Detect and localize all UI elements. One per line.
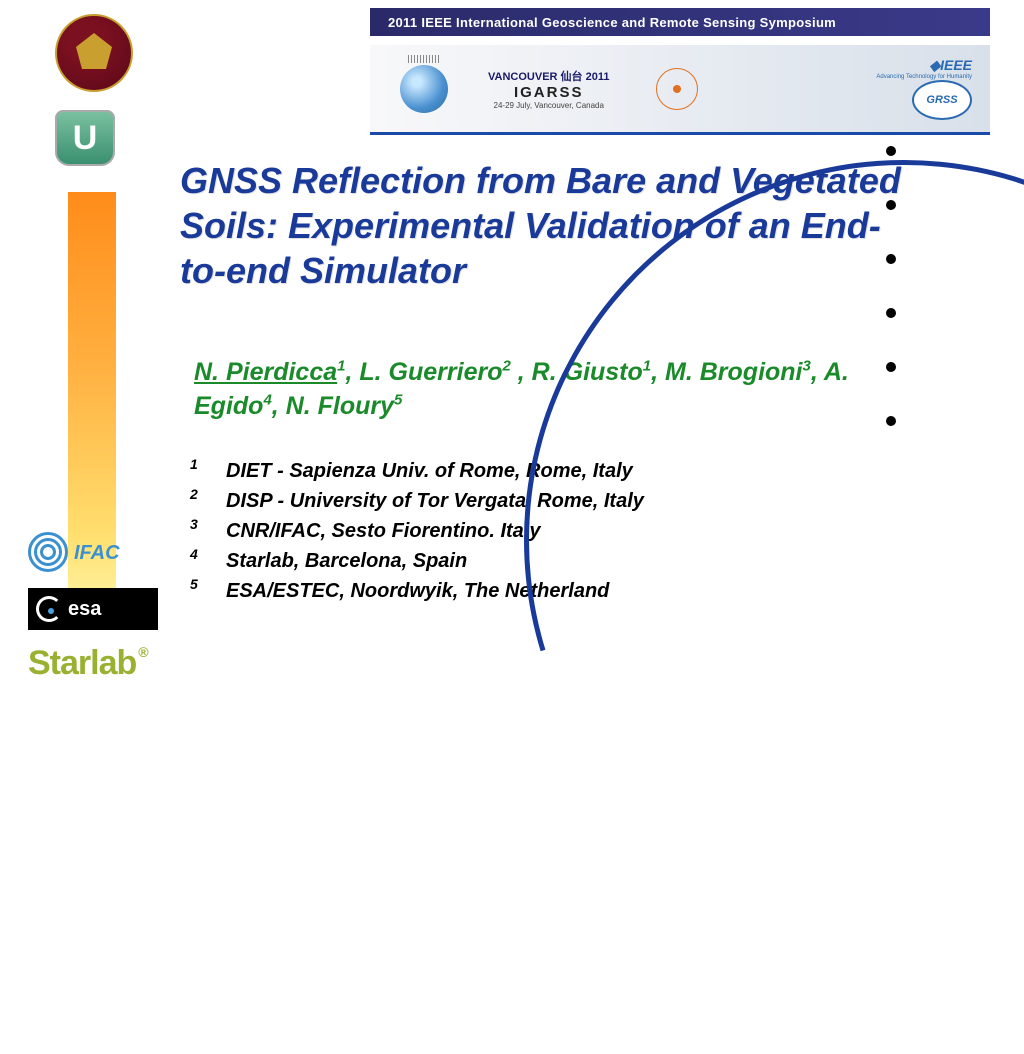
university-u-logo xyxy=(55,110,115,166)
author-1: N. Pierdicca xyxy=(194,358,337,386)
affil-num: 5 xyxy=(190,574,226,604)
affil-num: 4 xyxy=(190,544,226,574)
ieee-label: ◆IEEE xyxy=(929,57,972,74)
author-1-sup: 1 xyxy=(337,358,345,375)
affil-num: 2 xyxy=(190,484,226,514)
bullet-dot xyxy=(886,146,896,156)
grss-badge: GRSS xyxy=(912,80,972,120)
radar-icon xyxy=(649,61,705,117)
conference-banner: 2011 IEEE International Geoscience and R… xyxy=(370,8,990,36)
author-2: L. Guerriero xyxy=(359,358,502,386)
author-6: N. Floury xyxy=(286,392,394,420)
ifac-label: IFAC xyxy=(74,542,120,565)
igarss-label: IGARSS xyxy=(514,84,584,101)
globe-icon xyxy=(400,65,448,113)
starlab-logo: Starlab ® xyxy=(28,644,148,683)
vancouver-label: VANCOUVER 仙台 2011 xyxy=(488,68,609,84)
header-logo-strip: VANCOUVER 仙台 2011 IGARSS 24-29 July, Van… xyxy=(370,45,990,135)
author-6-sup: 5 xyxy=(394,391,402,408)
sapienza-seal-logo xyxy=(55,14,133,92)
affil-text: CNR/IFAC, Sesto Fiorentino. Italy xyxy=(226,516,540,546)
affil-text: Starlab, Barcelona, Spain xyxy=(226,546,467,576)
starlab-label: Starlab xyxy=(28,644,136,683)
igarss-logo: VANCOUVER 仙台 2011 IGARSS 24-29 July, Van… xyxy=(488,68,609,110)
ifac-rings-icon xyxy=(28,532,70,574)
globe-logo xyxy=(400,65,448,113)
ieee-grss-block: ◆IEEE Advancing Technology for Humanity … xyxy=(876,57,972,120)
esa-icon xyxy=(36,596,62,622)
esa-label: esa xyxy=(68,598,101,621)
affil-num: 1 xyxy=(190,454,226,484)
ieee-tagline: Advancing Technology for Humanity xyxy=(876,74,972,80)
igarss-dates: 24-29 July, Vancouver, Canada xyxy=(494,101,604,110)
esa-logo: esa xyxy=(28,588,158,630)
affil-num: 3 xyxy=(190,514,226,544)
grss-label: GRSS xyxy=(926,94,957,106)
author-5-sup: 4 xyxy=(263,391,271,408)
author-2-sup: 2 xyxy=(502,358,510,375)
starlab-tm: ® xyxy=(138,644,147,660)
ifac-logo: IFAC xyxy=(28,532,120,574)
seal-icon xyxy=(74,33,114,73)
banner-text: 2011 IEEE International Geoscience and R… xyxy=(388,15,836,30)
